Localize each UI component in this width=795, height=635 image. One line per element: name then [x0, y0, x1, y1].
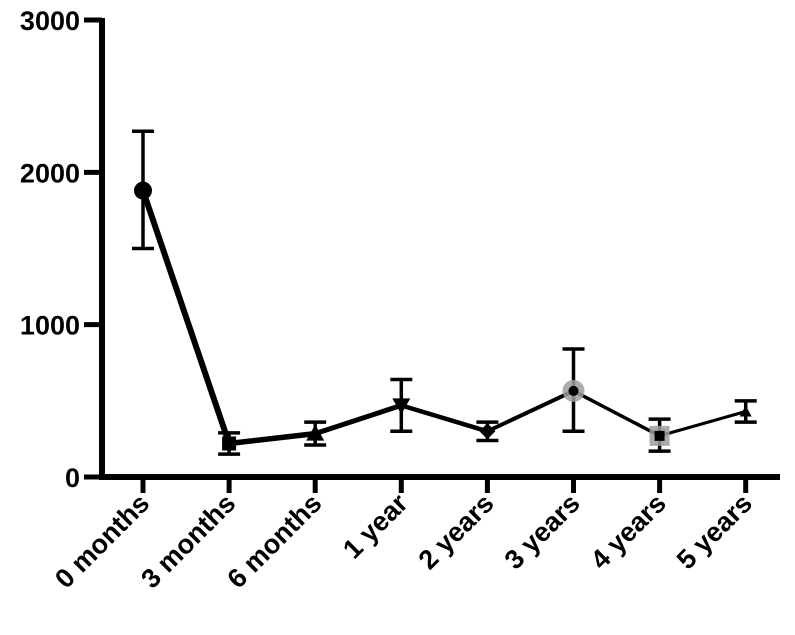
data-point-circle — [568, 385, 579, 396]
series-segment — [226, 430, 318, 447]
series-line — [140, 187, 748, 447]
x-tick-label: 1 year — [337, 488, 414, 565]
x-tick-label: 6 months — [221, 488, 327, 594]
data-point-square — [222, 436, 237, 451]
data-point-circle — [134, 181, 152, 200]
x-tick-label: 3 years — [499, 488, 586, 575]
x-tick-label: 2 years — [413, 488, 500, 575]
data-point-triangle-up — [306, 424, 325, 441]
error-bars — [132, 129, 757, 456]
data-points — [134, 181, 752, 451]
y-tick-label: 2000 — [20, 158, 80, 188]
series-segment — [140, 187, 233, 447]
data-point-square — [654, 430, 665, 441]
x-tick-label: 4 years — [585, 488, 672, 575]
data-point-triangle-up — [739, 405, 752, 417]
data-point-diamond — [479, 423, 496, 440]
y-tick-label: 1000 — [20, 311, 80, 341]
series-segment — [312, 402, 404, 437]
series-segment — [571, 389, 662, 438]
x-tick-label: 5 years — [671, 488, 758, 575]
series-segment — [485, 388, 576, 434]
data-point-triangle-down — [392, 398, 411, 415]
y-axis: 0 1000 2000 3000 — [20, 6, 105, 493]
y-tick-label: 3000 — [20, 6, 80, 36]
y-tick-label: 0 — [65, 463, 80, 493]
series-segment — [658, 409, 748, 438]
series-segment — [399, 403, 490, 434]
